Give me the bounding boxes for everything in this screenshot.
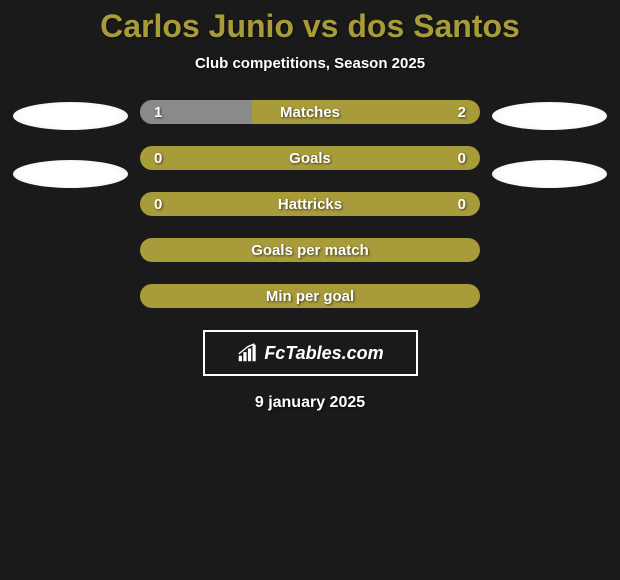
player-2-team-avatar <box>492 160 607 188</box>
chart-bars-icon <box>236 342 258 364</box>
stat-row: Min per goal <box>140 284 480 308</box>
left-avatars <box>13 100 128 188</box>
stat-label: Goals per match <box>251 242 369 259</box>
branding-text: FcTables.com <box>264 343 383 364</box>
stat-value-right: 0 <box>458 150 466 167</box>
stat-value-left: 0 <box>154 196 162 213</box>
stat-row: 0 Goals 0 <box>140 146 480 170</box>
player-1-avatar <box>13 102 128 130</box>
stat-row: Goals per match <box>140 238 480 262</box>
stat-row: 1 Matches 2 <box>140 100 480 124</box>
stat-label: Goals <box>289 150 331 167</box>
stat-label: Min per goal <box>266 288 354 305</box>
player-2-avatar <box>492 102 607 130</box>
stats-column: 1 Matches 2 0 Goals 0 0 Hattricks 0 Goals per mat… <box>140 100 480 308</box>
stat-value-left: 0 <box>154 150 162 167</box>
right-avatars <box>492 100 607 188</box>
player-1-team-avatar <box>13 160 128 188</box>
stat-row: 0 Hattricks 0 <box>140 192 480 216</box>
stats-section: 1 Matches 2 0 Goals 0 0 Hattricks 0 Goals per mat… <box>0 100 620 308</box>
branding-box: FcTables.com <box>203 330 418 376</box>
stat-label: Hattricks <box>278 196 342 213</box>
stat-value-right: 0 <box>458 196 466 213</box>
stat-value-left: 1 <box>154 104 162 121</box>
page-title: Carlos Junio vs dos Santos <box>0 8 620 45</box>
stat-value-right: 2 <box>458 104 466 121</box>
stat-label: Matches <box>280 104 340 121</box>
page-subtitle: Club competitions, Season 2025 <box>0 55 620 72</box>
date-text: 9 january 2025 <box>0 394 620 412</box>
